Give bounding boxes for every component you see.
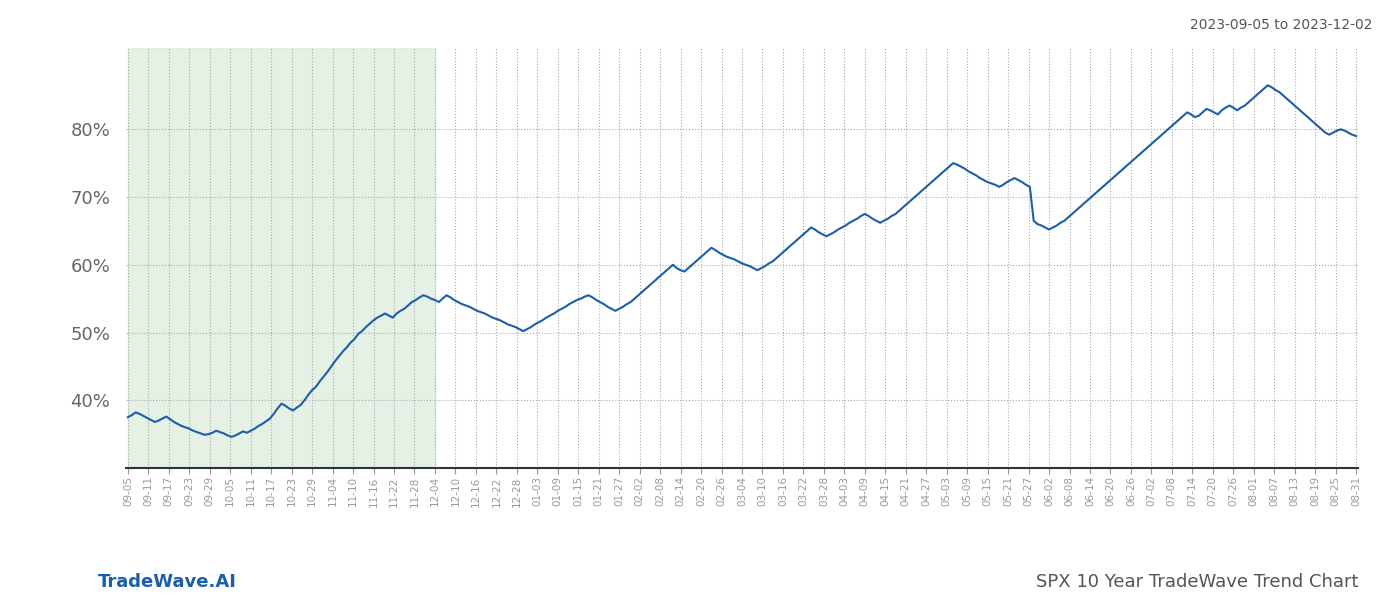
Bar <box>127 48 435 468</box>
Text: TradeWave.AI: TradeWave.AI <box>98 573 237 591</box>
Text: 2023-09-05 to 2023-12-02: 2023-09-05 to 2023-12-02 <box>1190 18 1372 32</box>
Text: SPX 10 Year TradeWave Trend Chart: SPX 10 Year TradeWave Trend Chart <box>1036 573 1358 591</box>
